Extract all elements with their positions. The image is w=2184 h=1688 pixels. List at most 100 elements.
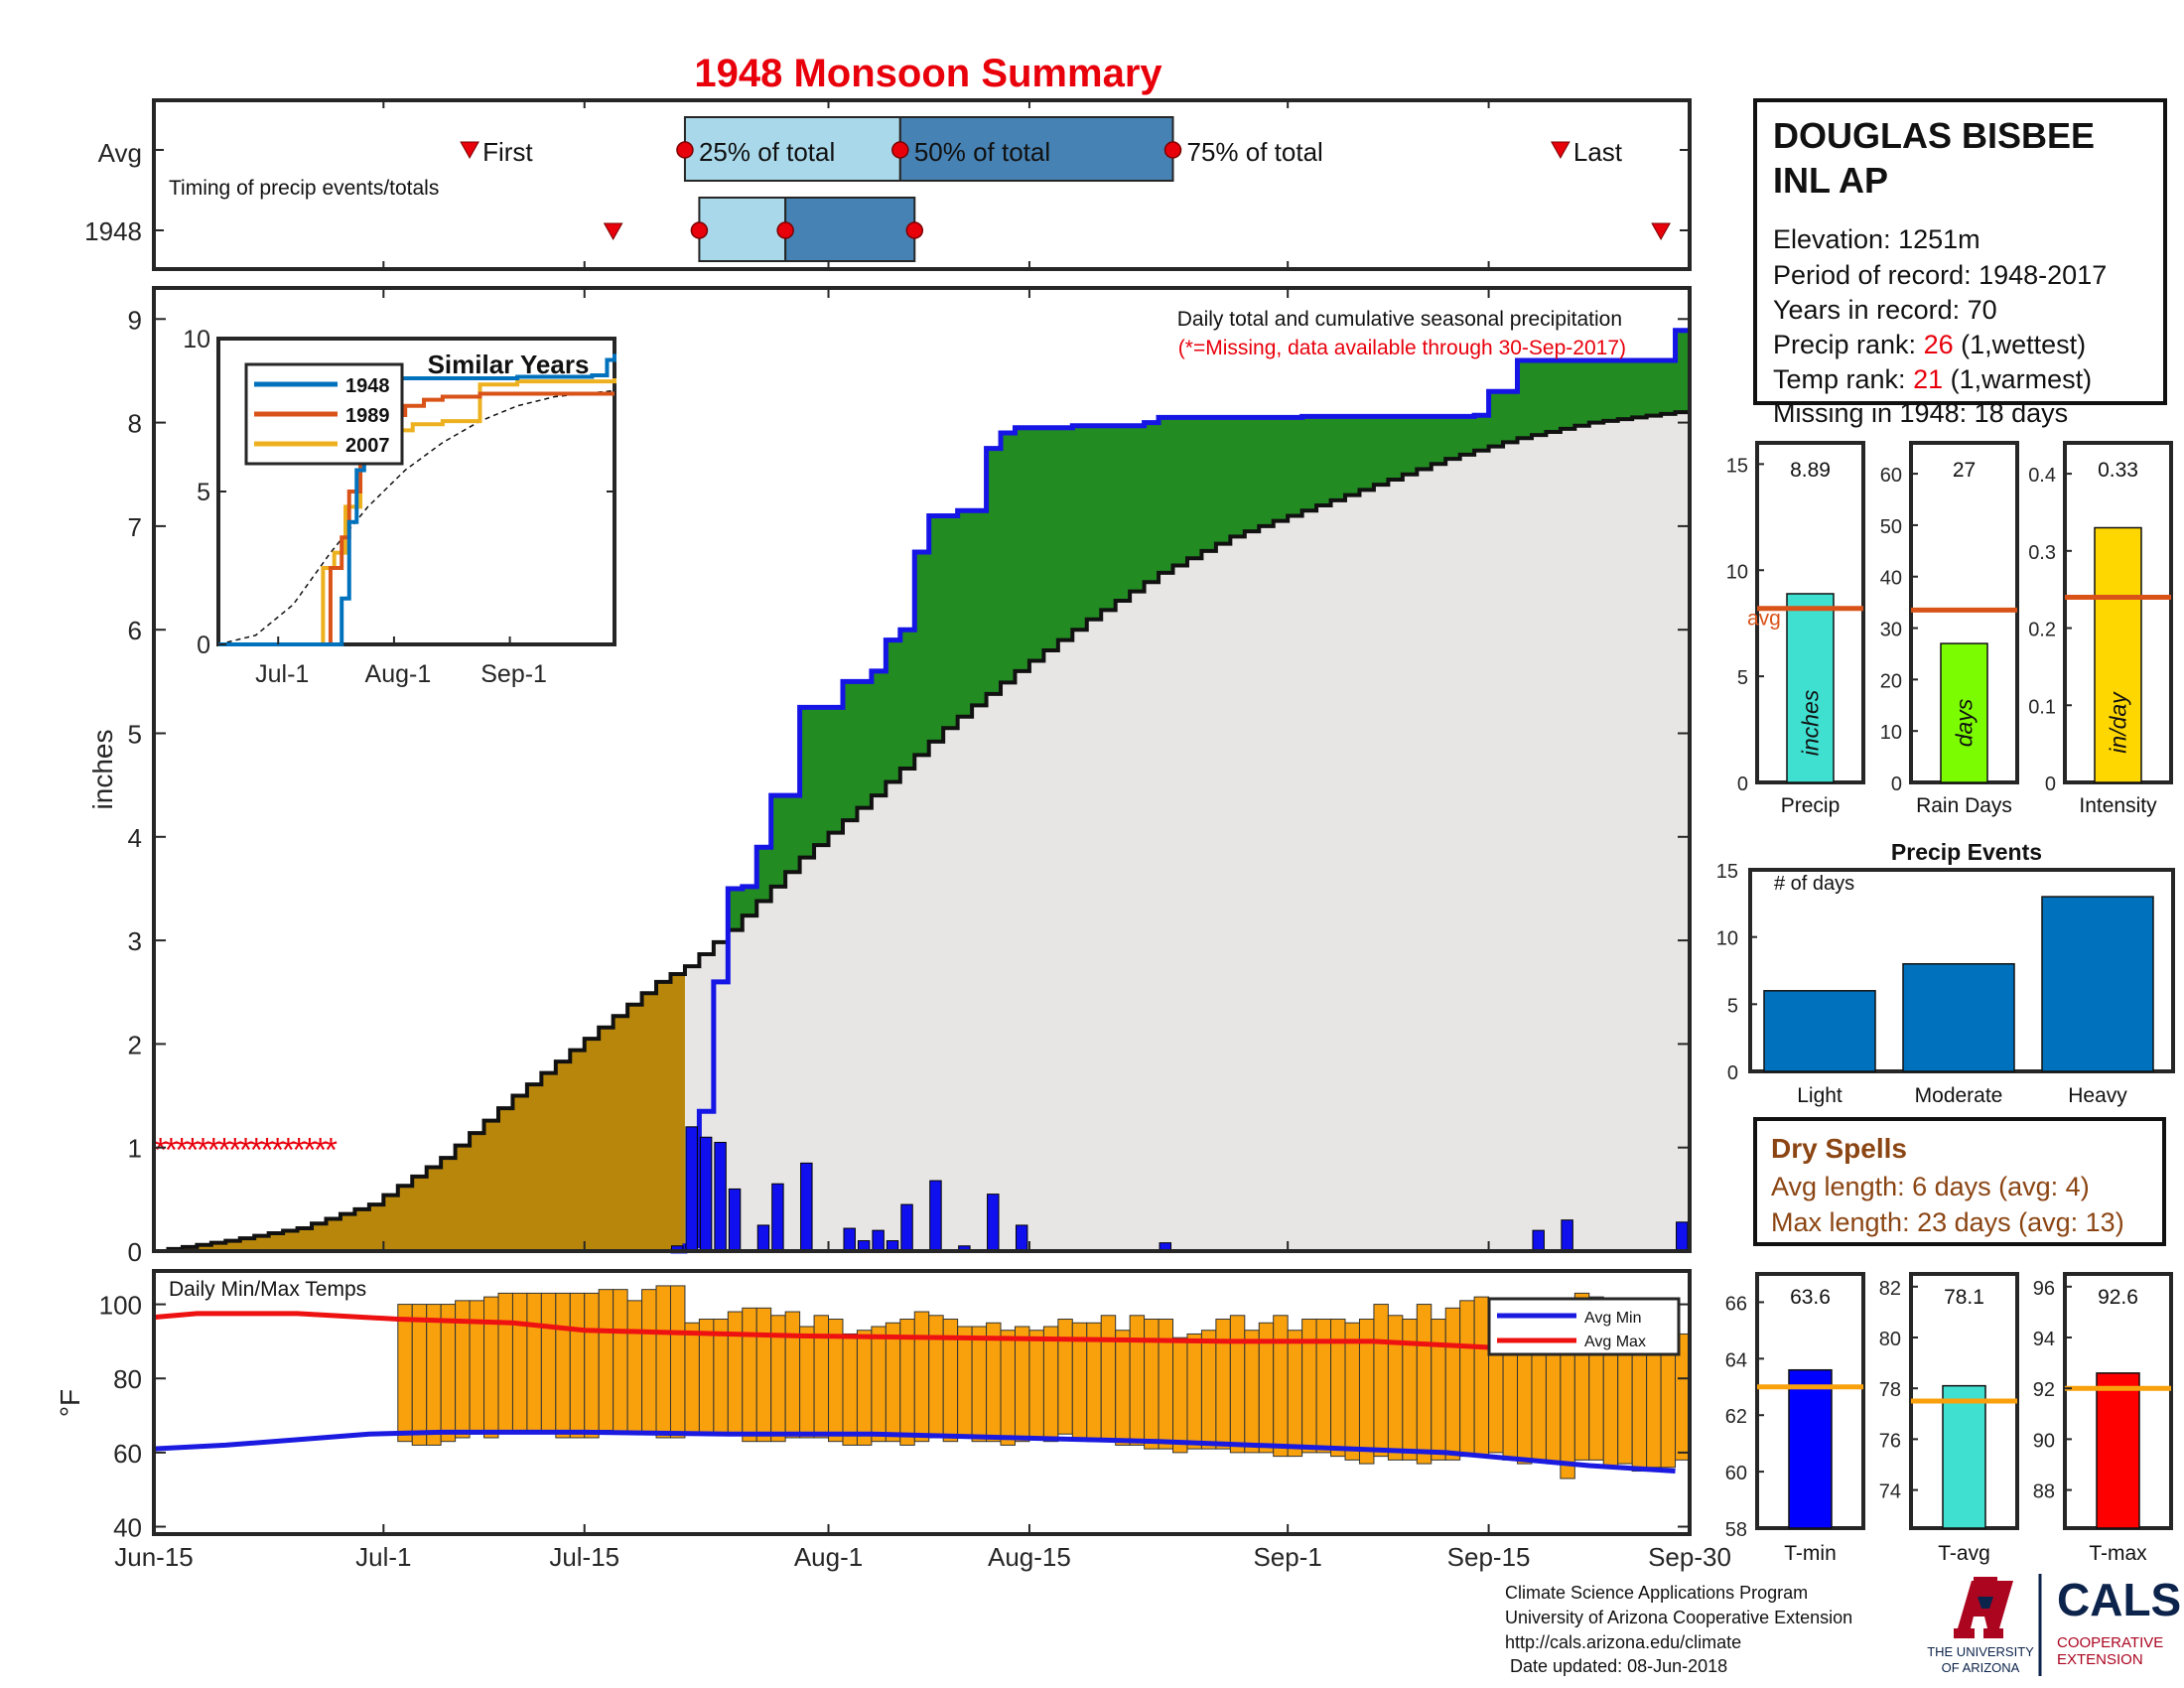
precip-events-ylabel: # of days	[1774, 873, 1854, 895]
temp-y-axis: 40 60 80 100	[99, 1291, 1690, 1543]
avg-last-label: Last	[1573, 137, 1623, 167]
daily-temp-bar	[483, 1296, 499, 1439]
avg-first-label: First	[482, 137, 533, 167]
daily-temp-bar	[569, 1292, 586, 1439]
timing-marks: First Last 25% of total 50% of total 75% of …	[153, 100, 1691, 269]
footer-line-1: Climate Science Applications Program	[1505, 1583, 1808, 1603]
ua-line-2: OF ARIZONA	[1942, 1660, 2020, 1675]
timing-caption: Timing of precip events/totals	[169, 177, 439, 200]
avg-p50-marker	[891, 141, 909, 159]
events-bar	[1902, 962, 2015, 1072]
daily-precip-bar	[1532, 1229, 1545, 1252]
daily-temp-bar	[1431, 1319, 1446, 1461]
avg-max-line	[153, 1311, 1676, 1355]
station-precip-rank: Precip rank: 26 (1,wettest)	[1773, 330, 2086, 359]
daily-precip-bar	[872, 1229, 885, 1252]
timing-row-year-label: 1948	[84, 216, 142, 246]
tavg-y-tick-label: 78	[1879, 1379, 1901, 1401]
precip-rank-note: (1,wettest)	[1954, 330, 2087, 359]
daily-temp-bar	[957, 1326, 973, 1439]
station-name-line2: INL AP	[1773, 160, 1888, 201]
avg-timing-box-50-75	[898, 116, 1174, 182]
precip-bar-label: inches	[1798, 689, 1824, 756]
precip-y-tick-label: 15	[1726, 455, 1748, 477]
events-bar	[2041, 896, 2154, 1072]
temp-x-tick-label: Aug-15	[988, 1542, 1071, 1572]
daily-precip-bar	[800, 1162, 813, 1252]
daily-temp-bar	[1200, 1330, 1217, 1450]
precip-events-title: Precip Events	[1891, 839, 2042, 865]
precip-bar	[1786, 593, 1835, 783]
main-y-tick-label: 5	[128, 719, 142, 749]
daily-temp-bar	[1215, 1319, 1231, 1450]
raindays-bar	[1940, 642, 1988, 783]
year-p50-marker	[776, 221, 794, 239]
dry-spells-max-length: Max length: 23 days (avg: 13)	[1771, 1207, 2124, 1237]
temp-chart-frame	[152, 1269, 1692, 1536]
daily-temp-bar	[598, 1289, 614, 1431]
daily-temp-bar	[1129, 1315, 1146, 1446]
main-y-tick-label: 7	[128, 512, 142, 542]
inset-legend: 1948 1989 2007	[244, 362, 404, 466]
daily-temp-bar	[971, 1326, 988, 1443]
daily-precip-bar	[685, 1126, 698, 1252]
main-y-tick-label: 4	[128, 823, 142, 853]
intensity-bar-label: in/day	[2106, 691, 2131, 754]
inset-x-tick-label: Aug-1	[365, 660, 432, 688]
daily-temp-bar	[641, 1289, 657, 1435]
ua-line-1: THE UNIVERSITY	[1927, 1644, 2034, 1659]
precip-events-panel: Precip Events Light Moderate Heavy 0 5 10 15 #…	[1716, 839, 2175, 1107]
raindays-xlabel: Rain Days	[1916, 794, 2012, 817]
station-name-line1: DOUGLAS BISBEE	[1773, 115, 2095, 156]
legend-2007-label: 2007	[345, 435, 390, 457]
inset-y-tick-label: 10	[183, 326, 210, 353]
daily-temp-bar	[1028, 1330, 1044, 1439]
inset-x-tick-label: Jul-1	[255, 660, 309, 688]
timing-row-avg-label: Avg	[98, 138, 142, 168]
tmin-bar	[1788, 1368, 1833, 1529]
tmax-y-tick-label: 96	[2033, 1278, 2055, 1300]
daily-temp-bar	[1402, 1319, 1418, 1461]
tmin-y-tick-label: 62	[1725, 1406, 1747, 1428]
raindays-y-tick-label: 0	[1891, 774, 1902, 795]
temp-y-tick-label: 40	[113, 1513, 142, 1543]
dry-spells-frame	[1753, 1117, 2166, 1246]
daily-temp-bar	[511, 1292, 528, 1431]
avg-p75-label: 75% of total	[1187, 137, 1323, 167]
temp-y-tick-label: 80	[113, 1364, 142, 1394]
tmin-y-tick-label: 60	[1725, 1463, 1747, 1484]
intensity-y-tick-label: 0.3	[2028, 542, 2056, 564]
figure-title: 1948 Monsoon Summary	[694, 52, 1162, 95]
precip-y-tick-label: 0	[1737, 774, 1748, 795]
temp-y-tick-label: 60	[113, 1439, 142, 1469]
cals-logo: CALS COOPERATIVE EXTENSION	[2038, 1574, 2181, 1676]
daily-temp-bar	[1459, 1300, 1475, 1458]
daily-temp-bar	[1373, 1304, 1389, 1458]
tmin-y-tick-label: 58	[1725, 1519, 1747, 1541]
intensity-value-label: 0.33	[2098, 459, 2138, 482]
intensity-xlabel: Intensity	[2079, 794, 2157, 817]
main-precip-chart: ***************** 0 1 2 3 4 5 6 7 8 9 inches Dail…	[87, 286, 1692, 1267]
tmax-y-tick-label: 94	[2033, 1329, 2055, 1350]
daily-temp-bar	[784, 1311, 801, 1439]
daily-temp-bar	[1186, 1333, 1202, 1450]
daily-precip-bar	[728, 1188, 742, 1252]
tavg-y-tick-label: 76	[1879, 1430, 1901, 1452]
daily-temp-bar	[1000, 1330, 1016, 1446]
events-y-tick-label: 5	[1727, 995, 1738, 1017]
tmax-value-label: 92.6	[2098, 1286, 2138, 1309]
raindays-y-tick-label: 20	[1880, 670, 1902, 692]
daily-temp-bar	[1416, 1304, 1433, 1465]
raindays-y-tick-label: 30	[1880, 620, 1902, 641]
temp-x-tick-label: Sep-30	[1648, 1542, 1731, 1572]
footer-line-4: Date updated: 08-Jun-2018	[1505, 1656, 1727, 1676]
daily-temp-bar	[1057, 1319, 1073, 1435]
tavg-value-label: 78.1	[1944, 1286, 1984, 1309]
year-timing-box-25-50	[698, 197, 787, 262]
missing-data-markers: *****************	[154, 1132, 338, 1170]
daily-temp-bar	[540, 1292, 557, 1431]
avg-min-line	[153, 1429, 1676, 1475]
events-x-label: Moderate	[1915, 1084, 2003, 1107]
daily-temp-bar	[913, 1311, 930, 1443]
